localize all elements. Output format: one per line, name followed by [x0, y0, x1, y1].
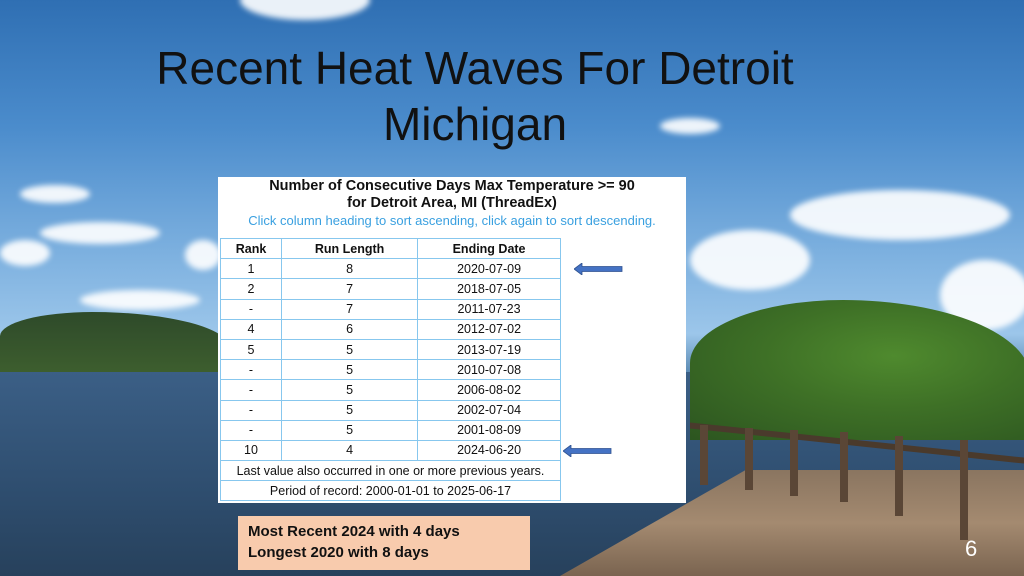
- background-cloud: [185, 240, 221, 270]
- table-row: -7 2011-07-23: [219, 298, 561, 320]
- run-length-cell: 5: [281, 338, 419, 361]
- table-row: 10 4 2024-06-20: [219, 439, 561, 462]
- run-length-cell: 8: [281, 258, 419, 280]
- rank-cell: 1: [219, 258, 283, 280]
- run-length-cell: 7: [281, 278, 419, 300]
- slide-title-line1: Recent Heat Waves For Detroit: [156, 42, 794, 94]
- column-header-ending-date[interactable]: Ending Date: [417, 237, 561, 260]
- background-cloud: [0, 240, 50, 266]
- ending-date-cell: 2011-07-23: [417, 298, 561, 320]
- background-cloud: [20, 185, 90, 203]
- rank-cell: -: [219, 419, 283, 441]
- ending-date-cell: 2012-07-02: [417, 318, 561, 340]
- run-length-cell: 4: [281, 439, 419, 462]
- background-cloud: [790, 190, 1010, 240]
- table-heading-line2: for Detroit Area, MI (ThreadEx): [347, 195, 557, 211]
- table-footnote-row: Last value also occurred in one or more …: [220, 460, 561, 482]
- run-length-cell: 5: [281, 399, 419, 421]
- background-cloud: [80, 290, 200, 310]
- background-post: [840, 432, 848, 502]
- table-heading-line1: Number of Consecutive Days Max Temperatu…: [269, 178, 635, 194]
- table-period-row: Period of record: 2000-01-01 to 2025-06-…: [220, 480, 561, 502]
- rank-cell: -: [219, 359, 283, 381]
- summary-longest: Longest 2020 with 8 days: [248, 544, 429, 561]
- table-row: -5 2001-08-09: [219, 419, 561, 441]
- ending-date-cell: 2024-06-20: [417, 439, 561, 462]
- left-arrow-icon: [574, 263, 623, 275]
- rank-cell: 2: [219, 278, 283, 300]
- table-footnote: Last value also occurred in one or more …: [220, 460, 561, 482]
- table-header-row: Rank Run Length Ending Date: [219, 237, 561, 260]
- slide-title-line2: Michigan: [382, 98, 568, 150]
- run-length-cell: 5: [281, 419, 419, 441]
- rank-cell: -: [219, 298, 283, 320]
- left-arrow-icon: [563, 445, 612, 457]
- ending-date-cell: 2018-07-05: [417, 278, 561, 300]
- rank-cell: 5: [219, 338, 283, 361]
- column-header-rank[interactable]: Rank: [219, 237, 283, 260]
- page-number: 6: [965, 536, 978, 561]
- ending-date-cell: 2020-07-09: [417, 258, 561, 280]
- table-row: 1 8 2020-07-09: [219, 258, 561, 280]
- ending-date-cell: 2001-08-09: [417, 419, 561, 441]
- ending-date-cell: 2013-07-19: [417, 338, 561, 361]
- background-cloud: [40, 222, 160, 244]
- background-trees: [690, 300, 1024, 440]
- summary-callout: Most Recent 2024 with 4 days Longest 202…: [238, 516, 530, 570]
- rank-cell: -: [219, 379, 283, 401]
- run-length-cell: 7: [281, 298, 419, 320]
- column-header-run-length[interactable]: Run Length: [281, 237, 419, 260]
- table-row: -5 2006-08-02: [219, 379, 561, 401]
- background-post: [745, 428, 753, 490]
- ending-date-cell: 2006-08-02: [417, 379, 561, 401]
- table-heading: Number of Consecutive Days Max Temperatu…: [218, 178, 686, 212]
- rank-cell: 10: [219, 439, 283, 462]
- slide-title: Recent Heat Waves For Detroit Michigan: [100, 40, 850, 152]
- table-row: -5 2010-07-08: [219, 359, 561, 381]
- table-row: 2 7 2018-07-05: [219, 278, 561, 300]
- background-cloud: [690, 230, 810, 290]
- background-post: [960, 440, 968, 540]
- heatwave-table: Rank Run Length Ending Date 1 8 2020-07-09…: [219, 237, 561, 502]
- background-post: [895, 436, 903, 516]
- table-row: 5 5 2013-07-19: [219, 338, 561, 361]
- ending-date-cell: 2010-07-08: [417, 359, 561, 381]
- background-post: [700, 425, 708, 485]
- summary-most-recent: Most Recent 2024 with 4 days: [248, 523, 460, 540]
- run-length-cell: 5: [281, 359, 419, 381]
- run-length-cell: 6: [281, 318, 419, 340]
- background-cloud: [660, 118, 720, 134]
- rank-cell: -: [219, 399, 283, 421]
- background-post: [790, 430, 798, 496]
- sort-instruction: Click column heading to sort ascending, …: [248, 213, 656, 228]
- ending-date-cell: 2002-07-04: [417, 399, 561, 421]
- background-cloud: [240, 0, 370, 20]
- rank-cell: 4: [219, 318, 283, 340]
- period-of-record: Period of record: 2000-01-01 to 2025-06-…: [220, 480, 561, 502]
- background-trees: [0, 312, 230, 372]
- run-length-cell: 5: [281, 379, 419, 401]
- heatwave-table-panel: Number of Consecutive Days Max Temperatu…: [218, 177, 686, 503]
- table-row: 4 6 2012-07-02: [219, 318, 561, 340]
- table-row: -5 2002-07-04: [219, 399, 561, 421]
